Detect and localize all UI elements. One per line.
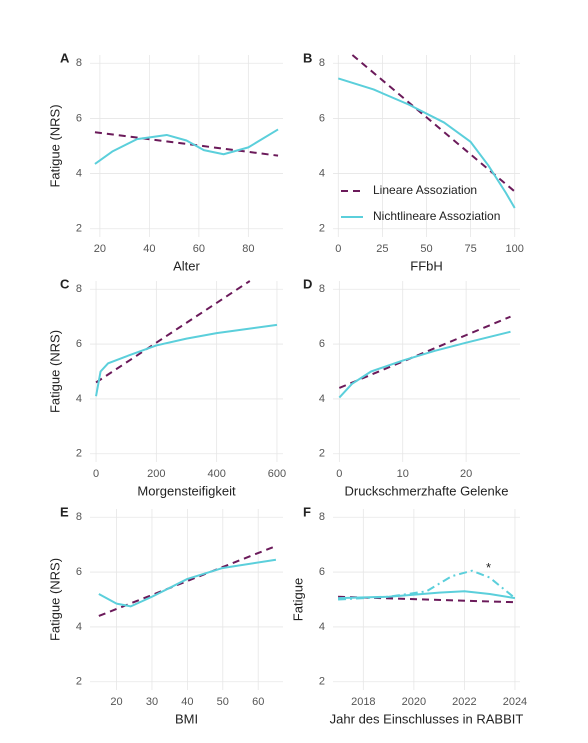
x-tick-label: 40 <box>143 243 155 255</box>
x-tick-label: 20 <box>110 696 122 708</box>
x-tick-label: 400 <box>207 468 225 480</box>
line <box>95 323 278 397</box>
line <box>98 545 277 617</box>
y-tick-label: 2 <box>76 676 82 688</box>
line <box>337 77 516 209</box>
line <box>338 590 516 600</box>
x-tick-label: 10 <box>397 468 409 480</box>
x-axis-label: Alter <box>173 258 200 273</box>
y-tick-label: 8 <box>319 283 325 295</box>
x-tick-label: 75 <box>464 243 476 255</box>
annotation: * <box>486 560 491 575</box>
x-tick-label: 20 <box>94 243 106 255</box>
y-axis-label: Fatigue (NRS) <box>47 558 62 641</box>
line <box>94 131 279 157</box>
legend-label: Lineare Assoziation <box>373 183 477 197</box>
y-tick-label: 4 <box>76 167 82 179</box>
y-tick-label: 6 <box>319 566 325 578</box>
line <box>95 280 251 384</box>
x-tick-label: 40 <box>181 696 193 708</box>
x-tick-label: 50 <box>217 696 229 708</box>
y-tick-label: 2 <box>76 223 82 235</box>
y-tick-label: 2 <box>76 448 82 460</box>
line <box>94 128 279 165</box>
x-tick-label: 30 <box>146 696 158 708</box>
x-tick-label: 100 <box>506 243 524 255</box>
x-tick-label: 0 <box>93 468 99 480</box>
y-tick-label: 4 <box>319 167 325 179</box>
x-tick-label: 2022 <box>452 696 476 708</box>
y-axis-label: Fatigue <box>290 578 305 621</box>
x-tick-label: 20 <box>460 468 472 480</box>
panel-label: C <box>60 276 70 291</box>
y-tick-label: 2 <box>319 676 325 688</box>
panel-label: D <box>303 276 312 291</box>
y-tick-label: 8 <box>76 511 82 523</box>
panel-label: B <box>303 50 312 65</box>
x-tick-label: 60 <box>252 696 264 708</box>
x-tick-label: 200 <box>147 468 165 480</box>
x-tick-label: 50 <box>420 243 432 255</box>
y-tick-label: 8 <box>319 57 325 69</box>
x-axis-label: Jahr des Einschlusses in RABBIT <box>330 711 524 726</box>
x-tick-label: 2024 <box>503 696 527 708</box>
y-axis-label: Fatigue (NRS) <box>47 330 62 413</box>
x-axis-label: Morgensteifigkeit <box>137 483 236 498</box>
y-tick-label: 4 <box>319 393 325 405</box>
x-tick-label: 80 <box>242 243 254 255</box>
y-tick-label: 8 <box>76 57 82 69</box>
legend-label: Nichtlineare Assoziation <box>373 209 500 223</box>
x-axis-label: Druckschmerzhafte Gelenke <box>344 483 508 498</box>
x-tick-label: 0 <box>335 243 341 255</box>
line <box>338 315 511 389</box>
y-tick-label: 4 <box>319 621 325 633</box>
x-axis-label: BMI <box>175 711 198 726</box>
y-tick-label: 8 <box>76 283 82 295</box>
x-tick-label: 2018 <box>351 696 375 708</box>
y-tick-label: 2 <box>319 448 325 460</box>
panel-label: F <box>303 504 311 519</box>
x-tick-label: 2020 <box>402 696 426 708</box>
y-tick-label: 2 <box>319 223 325 235</box>
x-tick-label: 60 <box>193 243 205 255</box>
y-tick-label: 6 <box>319 338 325 350</box>
panel-label: E <box>60 504 69 519</box>
panel-label: A <box>60 50 70 65</box>
line <box>98 558 277 608</box>
y-tick-label: 8 <box>319 511 325 523</box>
y-tick-label: 4 <box>76 393 82 405</box>
y-tick-label: 6 <box>76 112 82 124</box>
x-tick-label: 600 <box>268 468 286 480</box>
y-axis-label: Fatigue (NRS) <box>47 104 62 187</box>
x-axis-label: FFbH <box>410 258 443 273</box>
y-tick-label: 6 <box>319 112 325 124</box>
line <box>351 54 516 193</box>
y-tick-label: 6 <box>76 566 82 578</box>
y-tick-label: 4 <box>76 621 82 633</box>
y-tick-label: 6 <box>76 338 82 350</box>
x-tick-label: 0 <box>336 468 342 480</box>
line <box>338 330 511 399</box>
x-tick-label: 25 <box>376 243 388 255</box>
